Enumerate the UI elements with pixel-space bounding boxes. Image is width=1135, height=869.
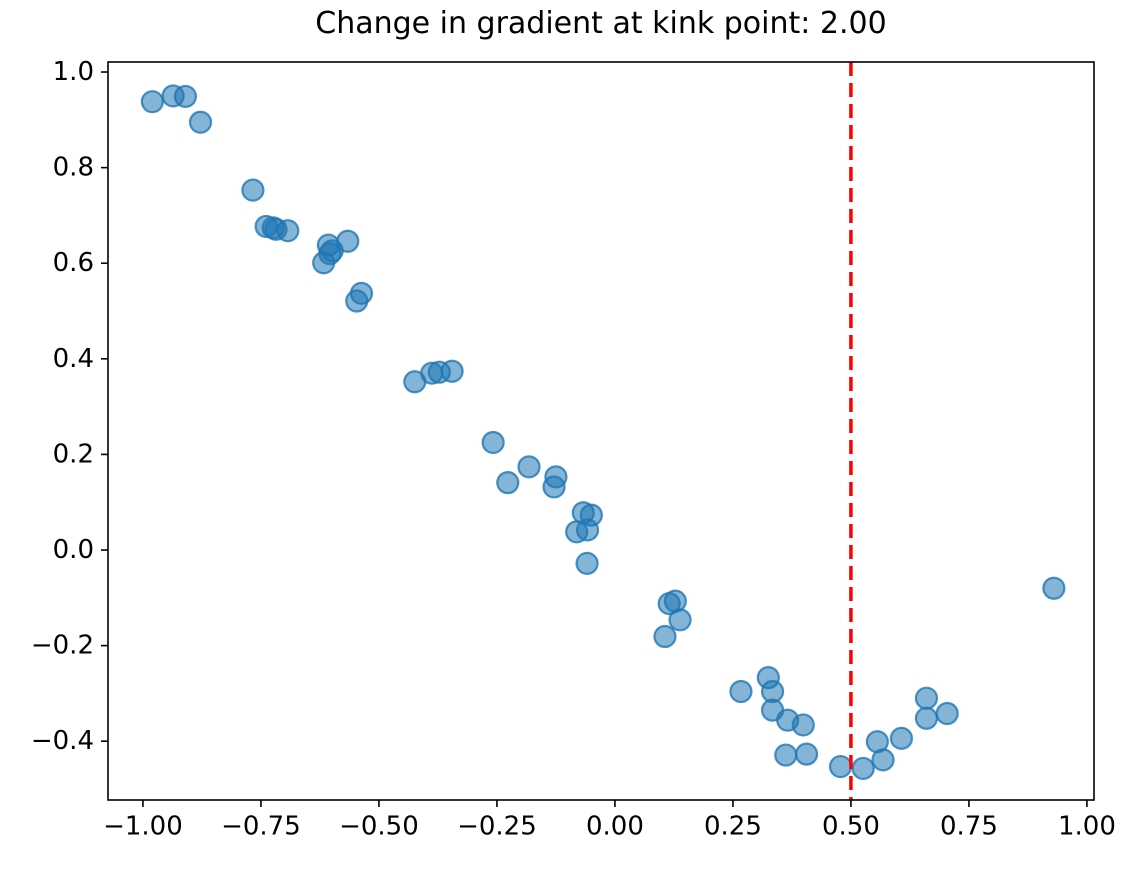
- scatter-point: [935, 701, 959, 726]
- scatter-point: [794, 742, 819, 766]
- scatter-point: [336, 229, 360, 253]
- scatter-point: [173, 84, 198, 109]
- x-axis: −1.00 −0.75 −0.50 −0.25 0.00 0.25 0.50 0.75 1.00: [103, 800, 1116, 841]
- y-tick-label: 0.4: [53, 344, 94, 374]
- scatter-point: [914, 686, 939, 710]
- y-tick-label: 0.0: [53, 535, 94, 565]
- scatter-point: [440, 359, 464, 383]
- x-tick-label: 1.00: [1058, 811, 1116, 841]
- scatter-point: [889, 726, 914, 750]
- scatter-point: [276, 219, 300, 243]
- plot-border: [107, 61, 1095, 801]
- scatter-point: [729, 679, 753, 704]
- x-tick-label: −0.25: [457, 811, 537, 841]
- scatter-point: [579, 503, 603, 527]
- scatter-point: [140, 90, 164, 114]
- scatter-point: [312, 251, 336, 275]
- y-tick-label: −0.2: [31, 631, 94, 661]
- scatter-point: [349, 281, 374, 305]
- chart-title: Change in gradient at kink point: 2.00: [315, 6, 887, 41]
- scatter-point: [653, 624, 677, 649]
- scatter-point: [241, 178, 265, 202]
- y-tick-label: 1.0: [53, 57, 94, 87]
- scatter-point: [774, 743, 798, 767]
- scatter-point: [575, 551, 599, 576]
- x-tick-label: 0.75: [940, 811, 998, 841]
- scatter-point: [828, 754, 853, 779]
- scatter-point: [188, 110, 213, 134]
- x-tick-label: −0.50: [339, 811, 419, 841]
- x-tick-label: 0.50: [822, 811, 880, 841]
- x-tick-label: −1.00: [103, 811, 183, 841]
- scatter-point: [851, 756, 875, 781]
- scatter-point: [865, 730, 889, 754]
- scatter-point: [517, 455, 541, 479]
- y-tick-label: −0.4: [31, 726, 94, 756]
- scatter-point: [914, 706, 939, 730]
- scatter-point: [1042, 576, 1066, 600]
- y-axis: −0.4 −0.2 0.0 0.2 0.4 0.6 0.8 1.0: [31, 57, 108, 756]
- scatter-point: [791, 713, 815, 737]
- x-tick-label: 0.25: [704, 811, 762, 841]
- scatter-points: [140, 84, 1066, 781]
- x-tick-label: 0.00: [586, 811, 644, 841]
- y-tick-label: 0.6: [53, 248, 94, 278]
- scatter-point: [496, 471, 520, 495]
- scatter-point: [544, 465, 568, 489]
- scatter-point: [481, 430, 505, 455]
- scatter-point: [668, 608, 692, 632]
- y-tick-label: 0.2: [53, 439, 94, 469]
- x-tick-label: −0.75: [221, 811, 301, 841]
- y-tick-label: 0.8: [53, 153, 94, 183]
